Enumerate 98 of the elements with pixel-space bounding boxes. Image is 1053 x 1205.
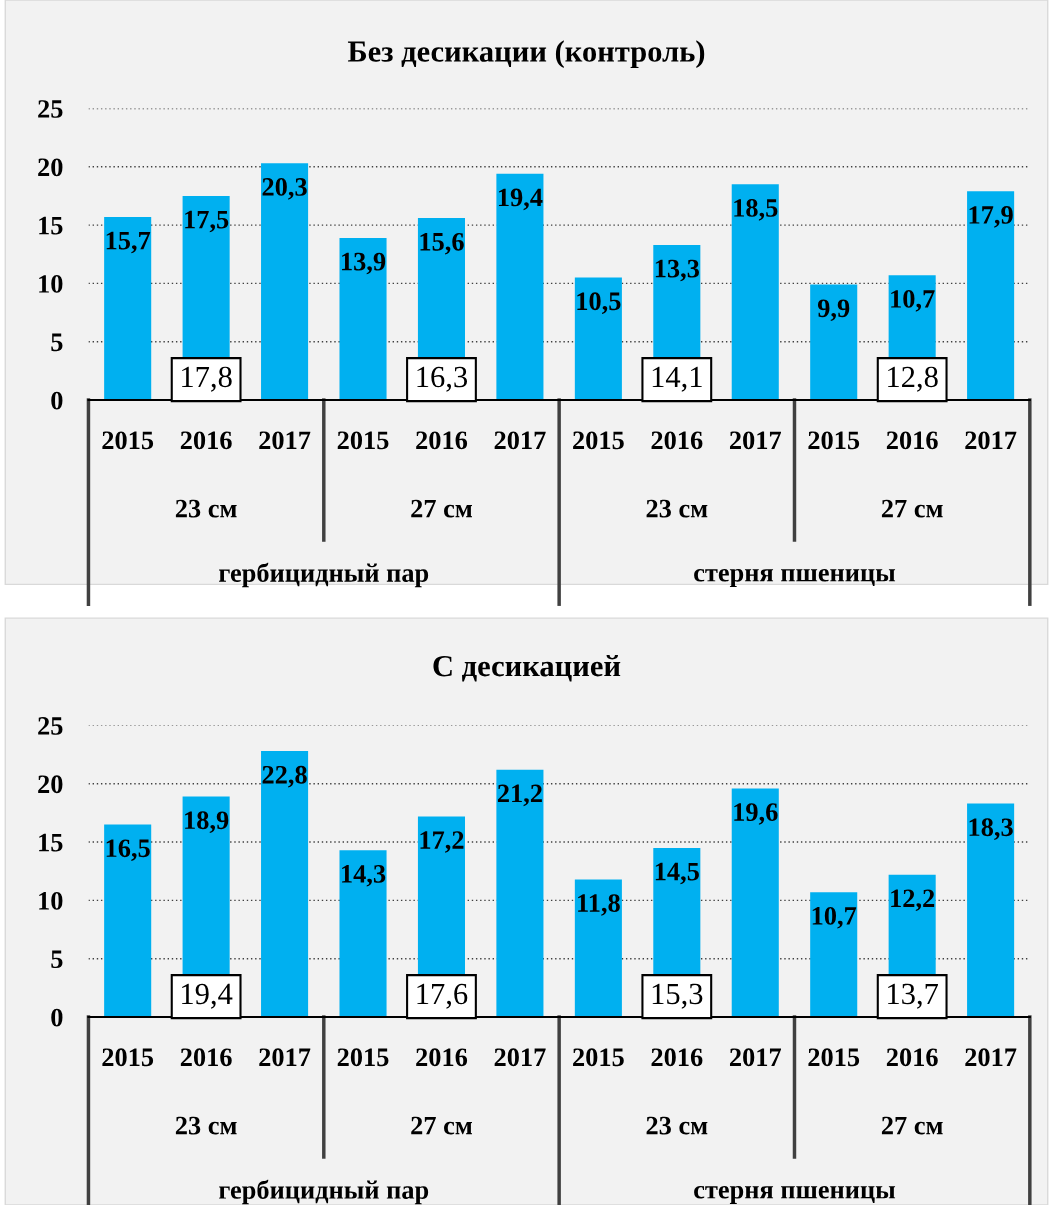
- y-tick-label: 10: [39, 275, 63, 293]
- data-label: 19,4: [498, 188, 543, 211]
- annotation: 13,7: [888, 983, 939, 1009]
- data-label: 18,9: [185, 811, 229, 833]
- annotation: 16,3: [417, 366, 468, 392]
- data-label: 11,8: [578, 894, 620, 916]
- x-tick-label: 2017: [494, 1048, 546, 1067]
- annotation: 17,6: [417, 983, 468, 1009]
- text: гербицидный пар: [219, 1179, 429, 1205]
- text: стерня пшеницы: [694, 568, 896, 587]
- bar: [496, 769, 544, 1018]
- data-label: 12,2: [891, 889, 935, 912]
- data-label: 21,2: [497, 784, 542, 807]
- y-tick-label: 0: [51, 1008, 63, 1027]
- data-label: 17,2: [420, 831, 464, 853]
- text: 27 см: [411, 1116, 472, 1135]
- y-tick-label: 15: [39, 833, 63, 852]
- bar: [261, 751, 309, 1018]
- bar: [496, 173, 544, 401]
- data-label: 17,9: [969, 206, 1013, 228]
- bar: [967, 191, 1015, 401]
- x-tick-label: 2016: [180, 431, 232, 450]
- data-label: 18,5: [734, 199, 778, 221]
- x-tick-label: 2016: [651, 431, 703, 450]
- text: 23 см: [175, 1116, 237, 1135]
- chart-title: С десикацией: [433, 655, 621, 682]
- data-label: 18,3: [969, 818, 1013, 840]
- text: 27 см: [881, 499, 943, 518]
- y-tick-label: 5: [51, 333, 63, 352]
- x-tick-label: 2016: [416, 431, 468, 450]
- x-tick-label: 2017: [965, 1048, 1017, 1067]
- text: 23 см: [175, 499, 237, 518]
- y-tick-label: 10: [39, 891, 63, 910]
- data-label: 16,5: [106, 839, 150, 861]
- annotation: 19,4: [182, 983, 233, 1009]
- x-tick-label: 2015: [337, 431, 389, 450]
- bar: [104, 824, 152, 1018]
- data-label: 22,8: [262, 765, 307, 788]
- bar: [574, 277, 622, 401]
- data-label: 15,6: [420, 232, 464, 255]
- annotation: 14,1: [652, 366, 702, 392]
- x-tick-label: 2017: [259, 1048, 311, 1067]
- x-tick-label: 2016: [651, 1048, 703, 1067]
- bar: [574, 879, 622, 1018]
- chart-title: Без десикации (контроль): [347, 40, 705, 69]
- x-tick-label: 2015: [102, 1048, 154, 1067]
- bar: [339, 237, 387, 401]
- data-label: 14,3: [342, 865, 386, 887]
- x-tick-label: 2016: [180, 1048, 232, 1067]
- y-tick-label: 0: [51, 391, 63, 410]
- data-label: 17,5: [185, 210, 229, 233]
- bar: [731, 184, 779, 401]
- data-label: 13,3: [655, 259, 699, 282]
- annotation: 15,3: [652, 983, 703, 1009]
- text: гербицидный пар: [219, 562, 429, 588]
- x-tick-label: 2016: [886, 1048, 938, 1067]
- annotation: 17,8: [182, 366, 232, 392]
- bar: [339, 850, 387, 1018]
- data-label: 10,7: [812, 906, 857, 929]
- y-tick-label: 15: [39, 216, 63, 235]
- text: 27 см: [411, 499, 472, 518]
- bar: [104, 216, 152, 401]
- y-tick-label: 20: [38, 158, 63, 177]
- x-tick-label: 2017: [259, 431, 311, 450]
- bar: [731, 788, 779, 1018]
- text: стерня пшеницы: [694, 1185, 896, 1204]
- x-tick-label: 2015: [573, 431, 624, 450]
- annotation: 12,8: [888, 366, 938, 392]
- text: 27 см: [881, 1116, 943, 1135]
- data-label: 9,9: [817, 299, 850, 321]
- x-tick-label: 2015: [102, 431, 154, 450]
- data-label: 13,9: [342, 252, 386, 275]
- text: 23 см: [646, 499, 708, 518]
- x-tick-label: 2017: [965, 431, 1017, 450]
- y-tick-label: 25: [38, 717, 63, 735]
- data-label: 19,6: [734, 803, 778, 825]
- x-tick-label: 2017: [729, 431, 782, 450]
- data-label: 20,3: [262, 178, 307, 200]
- data-label: 14,5: [655, 862, 699, 885]
- data-label: 10,7: [891, 290, 935, 312]
- x-tick-label: 2015: [573, 1048, 624, 1067]
- bar: [810, 892, 858, 1018]
- x-tick-label: 2017: [729, 1048, 782, 1067]
- data-label: 10,5: [577, 292, 621, 314]
- x-tick-label: 2015: [808, 431, 860, 450]
- x-tick-label: 2015: [337, 1048, 389, 1067]
- text: 23 см: [646, 1116, 708, 1135]
- y-tick-label: 5: [51, 950, 63, 969]
- y-tick-label: 25: [38, 100, 63, 118]
- x-tick-label: 2015: [808, 1048, 860, 1067]
- x-tick-label: 2016: [416, 1048, 468, 1067]
- x-tick-label: 2016: [886, 431, 938, 450]
- bar: [810, 284, 858, 401]
- bar: [261, 163, 309, 401]
- x-tick-label: 2017: [494, 431, 546, 450]
- bar: [967, 803, 1015, 1018]
- y-tick-label: 20: [38, 775, 63, 794]
- data-label: 15,7: [106, 231, 151, 254]
